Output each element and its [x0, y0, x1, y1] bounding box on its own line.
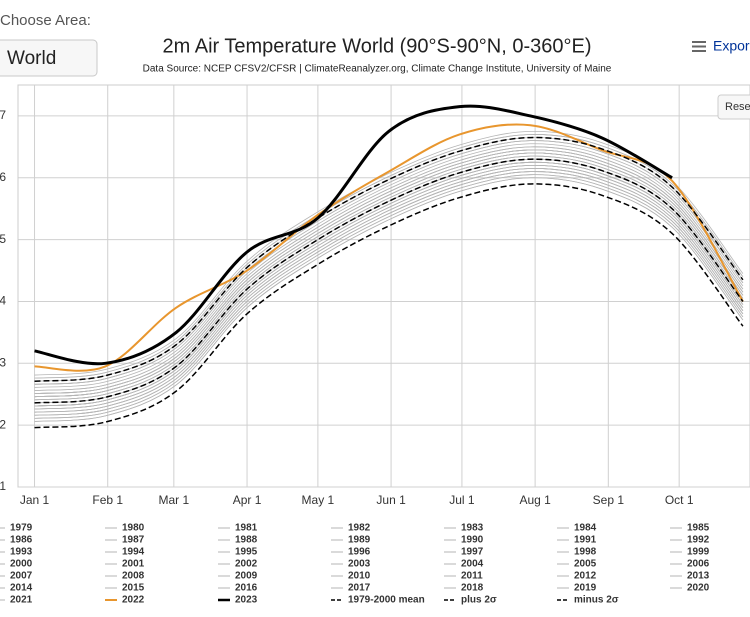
series-line [34, 174, 744, 419]
legend-label: 2009 [235, 571, 258, 582]
legend-label: 1993 [10, 547, 33, 558]
legend-label: 1989 [348, 535, 371, 546]
reset-label[interactable]: Reset [725, 101, 750, 113]
legend-label: 1998 [574, 547, 597, 558]
legend-label: 2010 [348, 571, 371, 582]
y-tick-label: 17 [0, 108, 6, 122]
legend-label: 2022 [122, 595, 145, 606]
x-tick-label: Jun 1 [376, 493, 406, 507]
x-tick-label: Jan 1 [20, 493, 50, 507]
legend-label: 1979-2000 mean [348, 595, 425, 606]
y-tick-label: 16 [0, 170, 6, 184]
series-line [34, 143, 744, 388]
legend-label: 1994 [122, 547, 145, 558]
series-line [34, 177, 744, 422]
series-line [34, 140, 744, 385]
x-tick-label: May 1 [302, 493, 335, 507]
x-tick-label: Jul 1 [449, 493, 475, 507]
legend-label: 1981 [235, 523, 258, 534]
y-tick-label: 15 [0, 232, 6, 246]
plot-background [17, 84, 750, 488]
legend-label: 1982 [348, 523, 371, 534]
choose-area-label: Choose Area: [0, 12, 91, 29]
series-line [34, 183, 744, 429]
legend-label: 2016 [235, 583, 258, 594]
legend-label: 1999 [687, 547, 710, 558]
series-line [34, 161, 744, 407]
series-line [34, 164, 744, 410]
x-tick-label: Sep 1 [593, 493, 625, 507]
series-line [34, 152, 744, 398]
legend-label: 2019 [574, 583, 597, 594]
series-line [34, 158, 744, 404]
legend-label: 1991 [574, 535, 597, 546]
x-tick-label: Mar 1 [159, 493, 190, 507]
y-tick-label: 11 [0, 479, 6, 493]
area-select[interactable] [0, 39, 98, 77]
y-tick-label: 13 [0, 355, 6, 369]
legend-label: 2020 [687, 583, 710, 594]
legend-label: 2021 [10, 595, 33, 606]
legend-label: 2005 [574, 559, 597, 570]
legend-label: 1995 [235, 547, 258, 558]
legend-label: 2002 [235, 559, 258, 570]
legend-label: 2013 [687, 571, 710, 582]
series-group [34, 104, 744, 429]
legend-label: 1987 [122, 535, 145, 546]
area-select-value[interactable]: World [7, 48, 56, 69]
legend-label: 1979 [10, 523, 33, 534]
x-tick-label: Apr 1 [233, 493, 262, 507]
series-line [34, 149, 744, 395]
reset-button[interactable] [717, 94, 750, 120]
legend-label: 1980 [122, 523, 145, 534]
legend-label: 1997 [461, 547, 484, 558]
series-line [34, 155, 744, 401]
icon-bar [692, 41, 706, 43]
chart-subtitle: Data Source: NCEP CFSV2/CFSR | ClimateRe… [143, 64, 612, 75]
x-tick-label: Feb 1 [92, 493, 123, 507]
legend-label: 1996 [348, 547, 371, 558]
legend-label: 2008 [122, 571, 145, 582]
plot-area: 11 12 13 14 15 16 17 Jan 1 Feb 1 Mar 1 Apr 1 May 1 J… [0, 84, 750, 606]
legend-label: 2007 [10, 571, 33, 582]
legend-label: 1988 [235, 535, 258, 546]
legend-label: 2023 [235, 595, 258, 606]
series-line [34, 123, 744, 372]
legend-label: 2001 [122, 559, 145, 570]
legend-label: 2011 [461, 571, 483, 582]
legend-label: 1983 [461, 523, 484, 534]
series-line [34, 168, 744, 413]
legend-label: plus 2σ [461, 595, 497, 606]
y-tick-label: 14 [0, 294, 6, 308]
legend-label: 2004 [461, 559, 484, 570]
series-line [34, 146, 744, 391]
legend-label: 2000 [10, 559, 33, 570]
export-icon[interactable] [692, 41, 706, 52]
chart-title: 2m Air Temperature World (90°S-90°N, 0-3… [163, 35, 592, 57]
legend-label: 1990 [461, 535, 484, 546]
series-line [34, 171, 744, 416]
legend-label: 2018 [461, 583, 484, 594]
legend-label: 2017 [348, 583, 371, 594]
y-tick-label: 12 [0, 417, 6, 431]
x-tick-label: Oct 1 [665, 493, 694, 507]
legend-label: 1986 [10, 535, 33, 546]
legend-label: 2003 [348, 559, 371, 570]
legend-label: 1992 [687, 535, 710, 546]
legend-label: 2014 [10, 583, 33, 594]
series-line [34, 104, 673, 366]
series-line [34, 136, 744, 382]
legend-label: minus 2σ [574, 595, 619, 606]
icon-bar [692, 50, 706, 52]
legend-label: 1984 [574, 523, 597, 534]
legend-label: 2012 [574, 571, 597, 582]
legend-label: 2006 [687, 559, 710, 570]
legend-label: 2015 [122, 583, 145, 594]
export-button[interactable]: Expor [713, 38, 750, 54]
icon-bar [692, 45, 706, 48]
x-tick-label: Aug 1 [519, 493, 551, 507]
legend-label: 1985 [687, 523, 710, 534]
